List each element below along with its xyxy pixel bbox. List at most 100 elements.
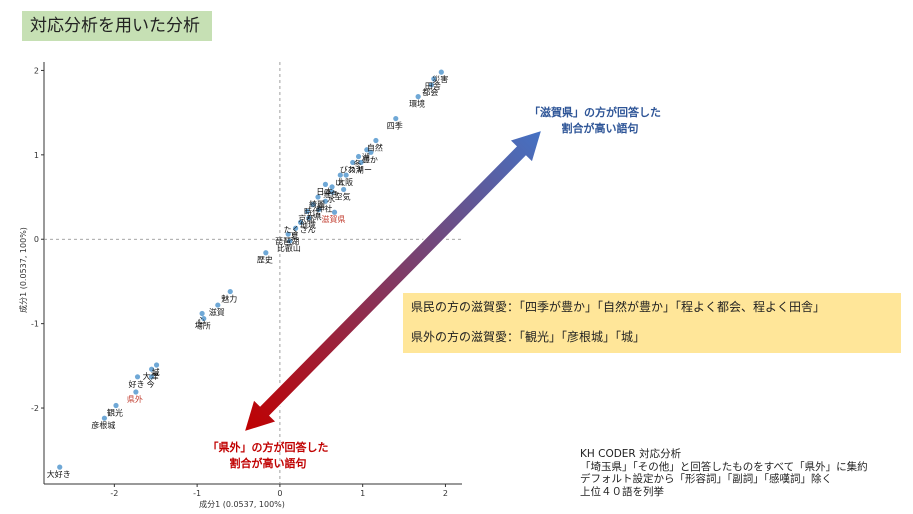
upper-annotation: 「滋賀県」の方が回答した 割合が高い語句: [529, 105, 661, 135]
y-tick-label: 0: [34, 235, 39, 244]
point-label: 今: [147, 379, 155, 389]
y-tick-label: -2: [31, 404, 39, 413]
data-point: [331, 209, 338, 215]
x-tick-label: 2: [443, 489, 448, 498]
data-point: [337, 172, 343, 178]
data-point: [101, 415, 108, 421]
point-label: たくさん: [284, 225, 316, 234]
data-point: [329, 189, 335, 195]
data-point: [438, 69, 444, 75]
data-point: [153, 362, 160, 368]
point-label: 四季: [387, 121, 403, 131]
y-axis-label: 成分1 (0.0537, 100%): [18, 227, 28, 313]
lower-annotation: 「県外」の方が回答した 割合が高い語句: [208, 440, 329, 470]
point-label: 観光: [107, 408, 123, 418]
data-point: [199, 310, 205, 317]
point-label: 都会: [422, 87, 438, 97]
point-label: 環境: [409, 99, 425, 109]
point-label: 夏: [291, 231, 299, 240]
point-label: 城: [152, 368, 160, 377]
point-label: 滋賀: [209, 307, 225, 317]
data-point: [373, 137, 379, 144]
data-point: [133, 389, 139, 395]
data-point: [355, 153, 362, 160]
data-point: [364, 147, 370, 153]
upper-annotation-line2: 割合が高い語句: [562, 121, 639, 135]
point-label: 歴史: [257, 255, 273, 265]
data-point: [329, 184, 335, 190]
note-line3: デフォルト設定から「形容詞」「副詞」「感嘆詞」除く: [580, 473, 832, 485]
lower-annotation-line1: 「県外」の方が回答した: [208, 440, 329, 454]
data-point: [304, 208, 310, 214]
point-label: 好き: [129, 379, 145, 389]
data-point: [149, 366, 155, 372]
point-label: 田舎: [425, 82, 441, 91]
data-point: [415, 94, 421, 100]
x-tick-label: -1: [193, 489, 201, 498]
double-arrow: [242, 128, 544, 434]
data-point: [358, 159, 364, 166]
y-tick-label: 2: [34, 66, 39, 75]
data-points: [57, 69, 444, 470]
point-label: 京都: [298, 213, 314, 223]
arrow-shape: [242, 128, 544, 434]
x-tick-label: 0: [277, 489, 282, 498]
x-tick-label: -2: [110, 489, 118, 498]
point-label: 滋賀県: [322, 214, 346, 224]
point-label: スキー: [348, 165, 372, 174]
data-point: [297, 219, 304, 225]
point-label: びわ湖: [340, 165, 364, 174]
data-point: [201, 315, 207, 322]
data-point: [293, 225, 299, 231]
note-line2: 「埼玉県」「その他」と回答したものをすべて「県外」に集約: [580, 460, 868, 473]
data-point: [428, 82, 434, 88]
point-label: 空気: [335, 191, 351, 201]
summary-callout: 県民の方の滋賀愛：「四季が豊か」「自然が豊か」「程よく都会、程よく田舎」 県外の…: [403, 293, 901, 353]
data-point: [350, 159, 356, 166]
upper-annotation-line1: 「滋賀県」の方が回答した: [529, 105, 661, 119]
y-tick-label: 1: [34, 151, 39, 160]
point-label: 心: [197, 317, 205, 326]
data-point: [315, 194, 321, 200]
data-point: [322, 181, 329, 187]
data-point: [215, 302, 221, 308]
note-line1: KH CODER 対応分析: [580, 448, 682, 460]
data-point: [285, 231, 291, 237]
point-label: 景色: [323, 189, 339, 199]
point-label: 大津: [143, 371, 159, 381]
x-tick-label: 1: [360, 489, 365, 498]
point-label: 時代: [304, 207, 320, 217]
axes: -2 -1 0 1 2 -2 -1 0 1 2: [31, 62, 462, 498]
data-point: [149, 374, 155, 380]
data-point: [310, 202, 316, 208]
method-note: KH CODER 対応分析 「埼玉県」「その他」と回答したものをすべて「県外」に…: [580, 448, 910, 498]
data-point: [306, 215, 312, 221]
callout-line-outsiders: 県外の方の滋賀愛：「観光」「彦根城」「城」: [411, 330, 646, 344]
point-label: 地域: [300, 220, 316, 230]
point-label: 災害: [432, 74, 448, 84]
data-point: [431, 76, 437, 82]
point-label: 県: [314, 213, 322, 222]
point-label: 琵琶湖: [275, 237, 299, 246]
point-label: 自然: [367, 142, 383, 152]
data-point: [368, 149, 374, 155]
data-point: [134, 374, 141, 380]
data-point: [316, 207, 322, 213]
data-point: [287, 238, 293, 244]
data-point: [322, 198, 329, 204]
point-label: 神社: [316, 203, 332, 213]
point-label: 湖: [362, 153, 370, 162]
data-point: [341, 186, 347, 193]
point-label: 大好き: [47, 469, 71, 479]
reference-lines: [44, 62, 462, 484]
point-label: 場所: [195, 321, 211, 331]
point-label: 比叡山: [277, 243, 301, 253]
data-point: [343, 172, 349, 178]
point-label: 県外: [127, 394, 143, 404]
data-point: [57, 464, 63, 470]
data-point: [113, 402, 119, 409]
data-point: [263, 250, 269, 256]
point-label: 大阪: [337, 177, 353, 187]
